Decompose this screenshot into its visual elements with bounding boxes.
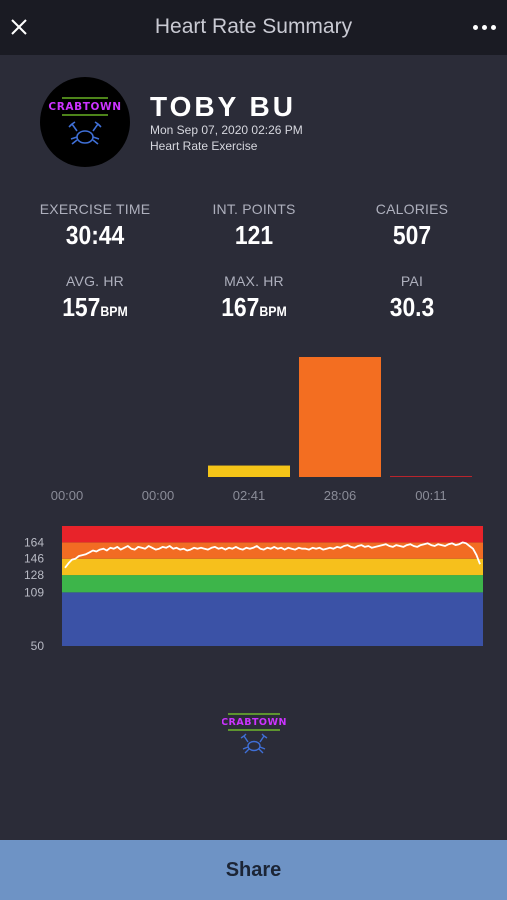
zone-bar	[208, 465, 290, 477]
footer-logo: CRABTOWN	[222, 713, 286, 754]
zone-bar	[390, 476, 472, 477]
avatar: CRABTOWN	[40, 77, 130, 167]
heart-rate-line-chart: 164 146 128 109 50	[24, 526, 483, 653]
share-button[interactable]: Share	[0, 840, 507, 900]
stat-avg-hr: AVG. HR 157BPM	[15, 273, 175, 323]
hr-zone-band	[62, 526, 483, 543]
close-button[interactable]	[8, 14, 30, 40]
stat-label: EXERCISE TIME	[39, 201, 151, 217]
close-icon	[11, 19, 27, 35]
stat-int-points: INT. POINTS 121	[174, 201, 334, 251]
stat-value: 30:44	[65, 220, 125, 250]
stat-value: 121	[234, 220, 274, 250]
user-name: TOBY BU	[150, 91, 296, 122]
hr-zone-band	[62, 575, 483, 593]
hr-zone-band	[62, 558, 483, 576]
stat-calories: CALORIES 507	[332, 201, 492, 251]
hr-tick-label: 146	[24, 552, 44, 566]
crab-icon	[240, 733, 268, 754]
stat-label: INT. POINTS	[212, 201, 296, 217]
stat-unit: BPM	[100, 303, 128, 319]
stat-label: CALORIES	[375, 201, 449, 217]
hr-tick-label: 50	[31, 639, 45, 653]
more-icon-dot	[490, 24, 496, 30]
stat-unit: BPM	[259, 303, 287, 319]
zone-time-bar-chart: 00:00 00:00 02:41 28:06 00:11	[51, 357, 472, 503]
zone-bar-label: 00:11	[415, 488, 447, 503]
exercise-date: Mon Sep 07, 2020 02:26 PM	[150, 123, 303, 137]
exercise-type: Heart Rate Exercise	[150, 139, 258, 153]
crabtown-logo: CRABTOWN	[48, 97, 121, 145]
more-button[interactable]	[469, 16, 499, 38]
stat-max-hr: MAX. HR 167BPM	[174, 273, 334, 323]
logo-text: CRABTOWN	[48, 101, 121, 113]
hr-tick-label: 109	[24, 585, 44, 599]
stat-exercise-time: EXERCISE TIME 30:44	[15, 201, 175, 251]
share-label: Share	[225, 858, 282, 881]
zone-bar-label: 02:41	[233, 488, 266, 503]
heart-rate-line	[64, 541, 481, 569]
more-icon-dot	[472, 24, 478, 30]
page-title: Heart Rate Summary	[154, 15, 353, 38]
stat-label: AVG. HR	[66, 273, 124, 289]
stat-pai: PAI 30.3	[332, 273, 492, 323]
zone-bar-label: 28:06	[324, 488, 357, 503]
zone-bar	[299, 357, 381, 477]
crab-icon	[68, 121, 102, 145]
stat-value: 157BPM	[62, 292, 128, 322]
hr-tick-label: 164	[24, 535, 44, 549]
footer-logo-text: CRABTOWN	[222, 717, 286, 728]
top-bar: Heart Rate Summary	[0, 0, 507, 55]
stat-value: 167BPM	[221, 292, 287, 322]
more-icon-dot	[481, 24, 487, 30]
zone-bar-label: 00:00	[142, 488, 175, 503]
stat-label: PAI	[400, 273, 424, 289]
zone-bar-label: 00:00	[51, 488, 84, 503]
stat-label: MAX. HR	[224, 273, 284, 289]
stat-value: 507	[392, 220, 432, 250]
stat-value: 30.3	[389, 292, 435, 322]
hr-zone-band	[62, 592, 483, 646]
hr-tick-label: 128	[24, 568, 44, 582]
